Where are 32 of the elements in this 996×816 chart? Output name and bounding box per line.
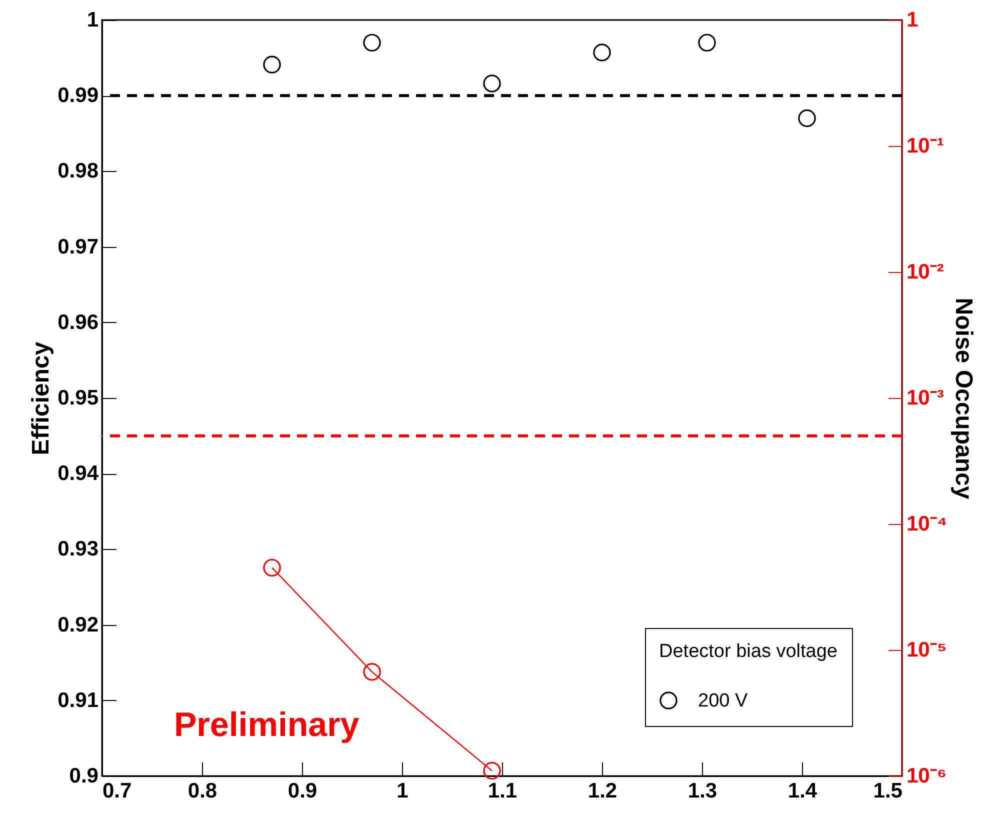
x-tick-label: 1.5 <box>873 780 903 802</box>
legend-label: 200 V <box>698 690 748 712</box>
x-tick-label: 0.7 <box>102 780 132 802</box>
y2-tick-label: 10⁻⁵ <box>906 638 947 662</box>
x-tick-label: 0.9 <box>288 780 318 802</box>
x-tick-label: 1.4 <box>788 780 818 802</box>
annotation: Preliminary <box>174 706 360 744</box>
y2-tick-label: 10⁻³ <box>906 386 944 410</box>
y2-tick-label: 1 <box>906 8 918 32</box>
y2-tick-label: 10⁻¹ <box>906 134 944 158</box>
y-tick-label: 0.9 <box>69 764 98 788</box>
x-tick-label: 1 <box>396 780 409 802</box>
y2-tick-label: 10⁻⁴ <box>906 512 948 536</box>
y-tick-label: 0.91 <box>58 688 99 712</box>
y-tick-label: 0.92 <box>58 613 98 636</box>
y2-tick-label: 10⁻⁶ <box>906 764 947 788</box>
y-tick-label: 0.95 <box>58 386 99 410</box>
x-tick-label: 1.2 <box>588 780 618 802</box>
x-tick-label: 1.1 <box>488 780 518 802</box>
y-tick-label: 0.99 <box>58 84 98 108</box>
y-axis-title: Efficiency <box>28 341 55 456</box>
y-tick-label: 0.98 <box>58 160 99 183</box>
y2-axis-title: Noise Occupancy <box>950 298 978 500</box>
y-tick-label: 0.94 <box>58 462 99 486</box>
x-tick-label: 1.3 <box>688 780 718 802</box>
y-tick-label: 0.96 <box>58 310 98 334</box>
y-tick-label: 0.93 <box>58 538 98 561</box>
y2-tick-label: 10⁻² <box>906 260 944 284</box>
x-tick-label: 0.8 <box>188 780 218 802</box>
y-tick-label: 1 <box>86 8 99 32</box>
y-tick-label: 0.97 <box>58 235 98 258</box>
legend-title: Detector bias voltage <box>659 641 838 662</box>
